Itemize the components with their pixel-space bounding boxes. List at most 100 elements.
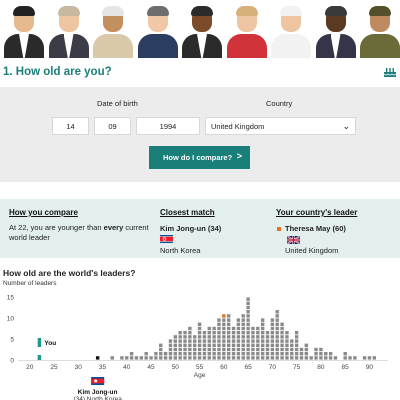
bar bbox=[294, 356, 299, 360]
x-tick-label: 30 bbox=[75, 364, 83, 371]
birthday-cake-icon bbox=[383, 68, 397, 77]
bar bbox=[285, 339, 289, 343]
bar bbox=[226, 322, 231, 326]
bar bbox=[231, 356, 236, 360]
bar bbox=[129, 356, 134, 360]
bar bbox=[207, 326, 211, 331]
bar bbox=[183, 339, 187, 343]
bar bbox=[280, 352, 284, 356]
bar bbox=[178, 347, 182, 352]
bar bbox=[343, 356, 347, 360]
bar bbox=[275, 322, 279, 326]
bar bbox=[241, 335, 245, 339]
bar bbox=[188, 356, 192, 360]
bar bbox=[226, 343, 231, 347]
bar bbox=[197, 322, 202, 326]
bar bbox=[251, 335, 255, 339]
bar bbox=[217, 347, 221, 352]
compare-text-line2: world leader bbox=[9, 233, 50, 242]
bar bbox=[290, 339, 294, 343]
bar bbox=[188, 339, 192, 343]
bar bbox=[260, 326, 265, 331]
bar bbox=[246, 352, 250, 356]
bar bbox=[246, 343, 250, 347]
bar bbox=[168, 352, 173, 356]
bar bbox=[241, 356, 245, 360]
bar bbox=[163, 356, 168, 360]
bar bbox=[265, 352, 270, 356]
bar bbox=[251, 356, 255, 360]
bar bbox=[222, 352, 226, 356]
bar bbox=[212, 352, 216, 356]
bar bbox=[280, 322, 284, 326]
month-input[interactable]: 09 bbox=[94, 117, 131, 135]
bar bbox=[353, 356, 357, 360]
bar bbox=[251, 352, 255, 356]
x-tick-label: 20 bbox=[26, 364, 34, 371]
bar bbox=[290, 352, 294, 356]
bar bbox=[275, 352, 279, 356]
bar bbox=[193, 356, 197, 360]
compare-text: At 22, you are younger than every curren… bbox=[9, 223, 149, 243]
compare-text-part: current bbox=[123, 223, 149, 232]
bar bbox=[231, 339, 236, 343]
compare-button[interactable]: How do I compare? > bbox=[149, 146, 250, 169]
bar bbox=[217, 326, 221, 331]
bar bbox=[285, 335, 289, 339]
bar bbox=[328, 352, 333, 356]
year-input[interactable]: 1994 bbox=[136, 117, 200, 135]
country-leader-name: Theresa May (60) bbox=[285, 224, 346, 233]
bar bbox=[120, 356, 124, 360]
leader-8 bbox=[315, 4, 356, 58]
bar bbox=[173, 347, 178, 352]
bar bbox=[294, 339, 299, 343]
leader-9 bbox=[360, 4, 400, 58]
bar bbox=[183, 347, 187, 352]
y-tick-label: 0 bbox=[10, 358, 14, 365]
bar bbox=[236, 352, 241, 356]
bar bbox=[212, 326, 216, 331]
bar bbox=[149, 356, 153, 360]
bar bbox=[159, 343, 163, 347]
bar bbox=[236, 343, 241, 347]
bar bbox=[217, 352, 221, 356]
bar bbox=[183, 343, 187, 347]
bar bbox=[241, 343, 245, 347]
bar bbox=[178, 339, 182, 343]
country-label: Country bbox=[266, 99, 293, 108]
bar bbox=[246, 301, 250, 305]
bar bbox=[236, 339, 241, 343]
bar bbox=[270, 318, 275, 322]
page-title: 1. How old are you? bbox=[3, 66, 112, 78]
bar bbox=[212, 331, 216, 335]
bar bbox=[294, 343, 299, 347]
bar bbox=[188, 352, 192, 356]
bar bbox=[260, 322, 265, 326]
bar bbox=[256, 326, 260, 331]
bar bbox=[231, 326, 236, 331]
bar bbox=[212, 347, 216, 352]
chart-title: How old are the world's leaders? bbox=[3, 268, 136, 278]
bar bbox=[290, 343, 294, 347]
bar bbox=[129, 352, 134, 356]
bar bbox=[280, 343, 284, 347]
leader-1 bbox=[4, 4, 44, 58]
bar bbox=[280, 356, 284, 360]
bar bbox=[222, 356, 226, 360]
bar bbox=[299, 352, 304, 356]
bar bbox=[275, 347, 279, 352]
bar bbox=[226, 326, 231, 331]
bar bbox=[314, 356, 318, 360]
bar bbox=[202, 339, 207, 343]
bar bbox=[241, 318, 245, 322]
bar bbox=[207, 352, 211, 356]
country-select[interactable]: United Kingdom ⌄ bbox=[205, 117, 356, 135]
bar bbox=[226, 331, 231, 335]
x-tick-label: 65 bbox=[244, 364, 252, 371]
bar bbox=[144, 352, 148, 356]
closest-annotation-name: Kim Jong-un bbox=[78, 389, 118, 396]
bar bbox=[280, 347, 284, 352]
bar bbox=[275, 343, 279, 347]
day-input[interactable]: 14 bbox=[52, 117, 89, 135]
bar bbox=[197, 343, 202, 347]
